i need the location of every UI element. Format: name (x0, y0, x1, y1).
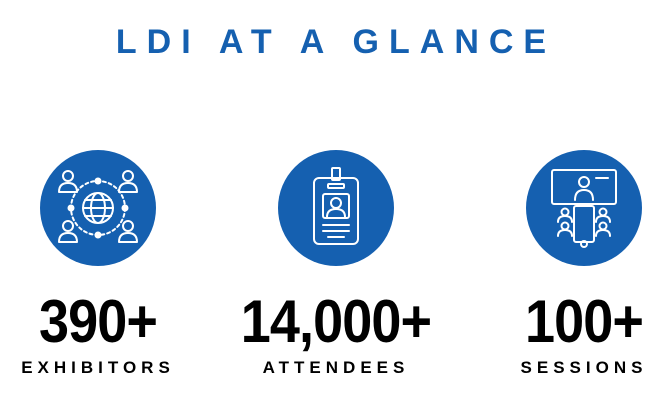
exhibitors-icon-circle (40, 150, 156, 266)
sessions-label: SESSIONS (520, 358, 648, 377)
stat-attendees: 14,000+ ATTENDEES (226, 150, 446, 378)
attendees-count: 14,000+ (240, 288, 432, 355)
conference-session-icon (551, 169, 617, 248)
sessions-count: 100+ (524, 288, 644, 355)
global-network-people-icon (58, 170, 138, 243)
attendees-label: ATTENDEES (262, 358, 410, 377)
attendees-icon-circle (278, 150, 394, 266)
id-badge-icon (313, 167, 359, 245)
stat-sessions: 100+ SESSIONS (474, 150, 672, 378)
page-title: LDI AT A GLANCE (115, 23, 557, 61)
sessions-icon-circle (526, 150, 642, 266)
stat-exhibitors: 390+ EXHIBITORS (0, 150, 208, 378)
exhibitors-label: EXHIBITORS (21, 358, 175, 377)
exhibitors-count: 390+ (38, 288, 158, 355)
